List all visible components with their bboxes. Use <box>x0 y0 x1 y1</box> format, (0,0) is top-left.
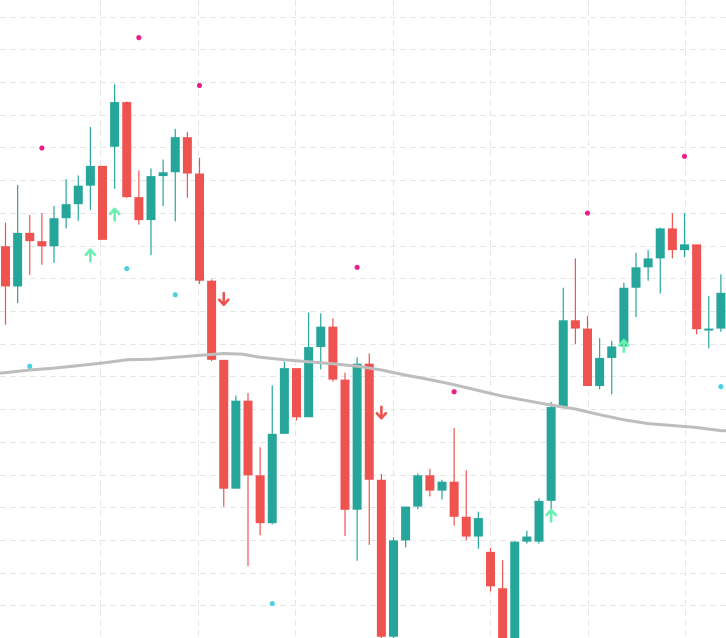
high-marker-dot <box>196 82 203 89</box>
candle-body-up <box>413 475 423 507</box>
high-marker-dot <box>39 145 45 151</box>
candle-body-down <box>583 328 592 386</box>
candle-body-up <box>473 518 483 537</box>
candle-body-down <box>486 551 495 587</box>
candle-body-up <box>619 287 629 347</box>
candle-body-down <box>328 326 338 380</box>
candle-body-up <box>510 541 520 638</box>
candle-body-down <box>182 137 192 174</box>
candle-body-up <box>13 232 23 287</box>
candle-body-down <box>195 173 204 281</box>
candle-body-up <box>352 363 362 510</box>
candle-body-up <box>146 176 156 221</box>
candle-body-up <box>546 407 556 501</box>
arrow-up-icon <box>108 207 121 222</box>
candle-body-down <box>37 241 47 247</box>
candle-body-up <box>389 540 398 637</box>
candle-body-up <box>595 357 605 386</box>
low-marker-dot <box>172 292 178 298</box>
candle-body-up <box>401 506 411 541</box>
candle-body-up <box>716 292 726 329</box>
candle-body-down <box>1 246 10 287</box>
candle-body-down <box>498 588 508 638</box>
arrow-up-icon <box>545 508 557 523</box>
candle-body-up <box>158 172 168 177</box>
low-marker-dot <box>269 600 275 607</box>
candle-body-down <box>461 516 471 537</box>
high-marker-dot <box>136 35 142 41</box>
candle-body-down <box>364 363 374 480</box>
candle-body-down <box>134 197 144 221</box>
candle-body-down <box>340 379 350 510</box>
candle-body-up <box>704 328 714 331</box>
marker-dots <box>27 35 724 607</box>
candle-body-up <box>85 165 95 186</box>
candle-body-down <box>292 368 301 418</box>
low-marker-dot <box>718 384 724 390</box>
candle-body-down <box>122 102 132 198</box>
candle-body-up <box>170 137 180 173</box>
candle-body-down <box>449 481 459 517</box>
high-marker-dot <box>584 210 591 216</box>
candle-body-up <box>316 326 326 348</box>
arrow-up-icon <box>84 248 97 263</box>
candle-body-up <box>110 102 120 147</box>
high-marker-dot <box>681 153 688 159</box>
low-marker-dot <box>27 363 33 369</box>
candle-body-up <box>279 368 289 434</box>
candle-body-down <box>570 320 580 329</box>
arrow-down-icon <box>217 291 230 307</box>
candle-body-down <box>692 244 702 330</box>
arrow-down-icon <box>375 405 388 420</box>
moving-average-line <box>0 352 726 433</box>
candle-body-up <box>680 244 689 251</box>
candle-body-up <box>558 320 568 408</box>
candle-body-up <box>49 218 59 247</box>
candle-body-down <box>255 475 265 524</box>
candle-body-down <box>425 475 435 491</box>
candle-body-down <box>219 359 229 489</box>
high-marker-dot <box>354 264 360 270</box>
candle-body-down <box>25 232 35 242</box>
candle-body-down <box>667 228 677 251</box>
candle-bodies <box>1 102 726 638</box>
high-marker-dot <box>451 389 457 395</box>
candle-body-up <box>631 267 641 288</box>
candle-body-down <box>207 280 217 360</box>
arrow-up-icon <box>618 338 630 354</box>
candle-body-down <box>98 165 107 240</box>
candle-body-up <box>73 185 83 205</box>
candle-body-down <box>376 479 386 637</box>
candle-body-up <box>267 433 277 524</box>
low-marker-dot <box>124 265 130 272</box>
candle-body-up <box>231 400 241 489</box>
candle-body-up <box>655 228 665 259</box>
candle-body-up <box>61 204 71 219</box>
candle-body-down <box>243 400 253 476</box>
candle-body-up <box>534 500 544 542</box>
signal-arrows <box>84 207 630 523</box>
candle-body-up <box>643 258 653 268</box>
candle-body-up <box>437 481 447 491</box>
candle-body-up <box>522 536 532 542</box>
candle-body-up <box>607 346 617 358</box>
candle-body-up <box>304 347 314 418</box>
